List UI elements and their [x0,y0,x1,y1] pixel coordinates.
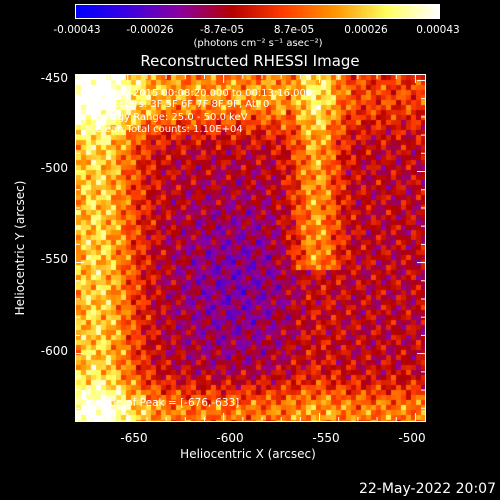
chart-title: Reconstructed RHESSI Image [140,52,360,70]
y-tick-label: -550 [40,252,68,266]
y-tick-label: -500 [40,161,68,175]
clean-counts-annotation: Clean Total counts: 1.10E+04 [95,124,243,135]
y-axis-label: Heliocentric Y (arcsec) [13,180,27,316]
colorbar-tick-label: 8.7e-05 [273,24,315,36]
colorbar-tick-label: -0.00043 [53,24,101,36]
colorbar-tick-label: 0.00026 [344,24,388,36]
colorbar-tick-label: -0.00026 [126,24,174,36]
x-tick-label: -650 [120,431,148,445]
colorbar-tick-label: -8.7e-05 [199,24,245,36]
heatmap-image [76,75,425,421]
x-tick-label: -500 [398,431,426,445]
y-tick-label: -450 [40,71,68,85]
y-tick-label: -600 [40,344,68,358]
plot-frame [75,74,426,422]
x-tick-label: -550 [312,431,340,445]
plot-date-stamp: 22-May-2022 20:07 [358,481,496,497]
energy-range-annotation: Energy Range: 25.0 - 50.0 keV [95,112,248,123]
colorbar [75,4,440,19]
detectors-annotation: Detectors: 3F 5F 6F 7F 8F 9F, Att 0 [95,99,270,110]
colorbar-tick-label: 0.00043 [416,24,460,36]
time-range-annotation: 8-Aug-2015 00:08:20.000 to 00:13:16.000 [100,88,313,99]
peak-position-annotation: Position of Peak = [-676,-633] [82,397,240,409]
colorbar-unit-label: (photons cm⁻² s⁻¹ asec⁻²) [193,38,323,49]
x-axis-label: Heliocentric X (arcsec) [180,447,316,461]
x-tick-label: -600 [216,431,244,445]
